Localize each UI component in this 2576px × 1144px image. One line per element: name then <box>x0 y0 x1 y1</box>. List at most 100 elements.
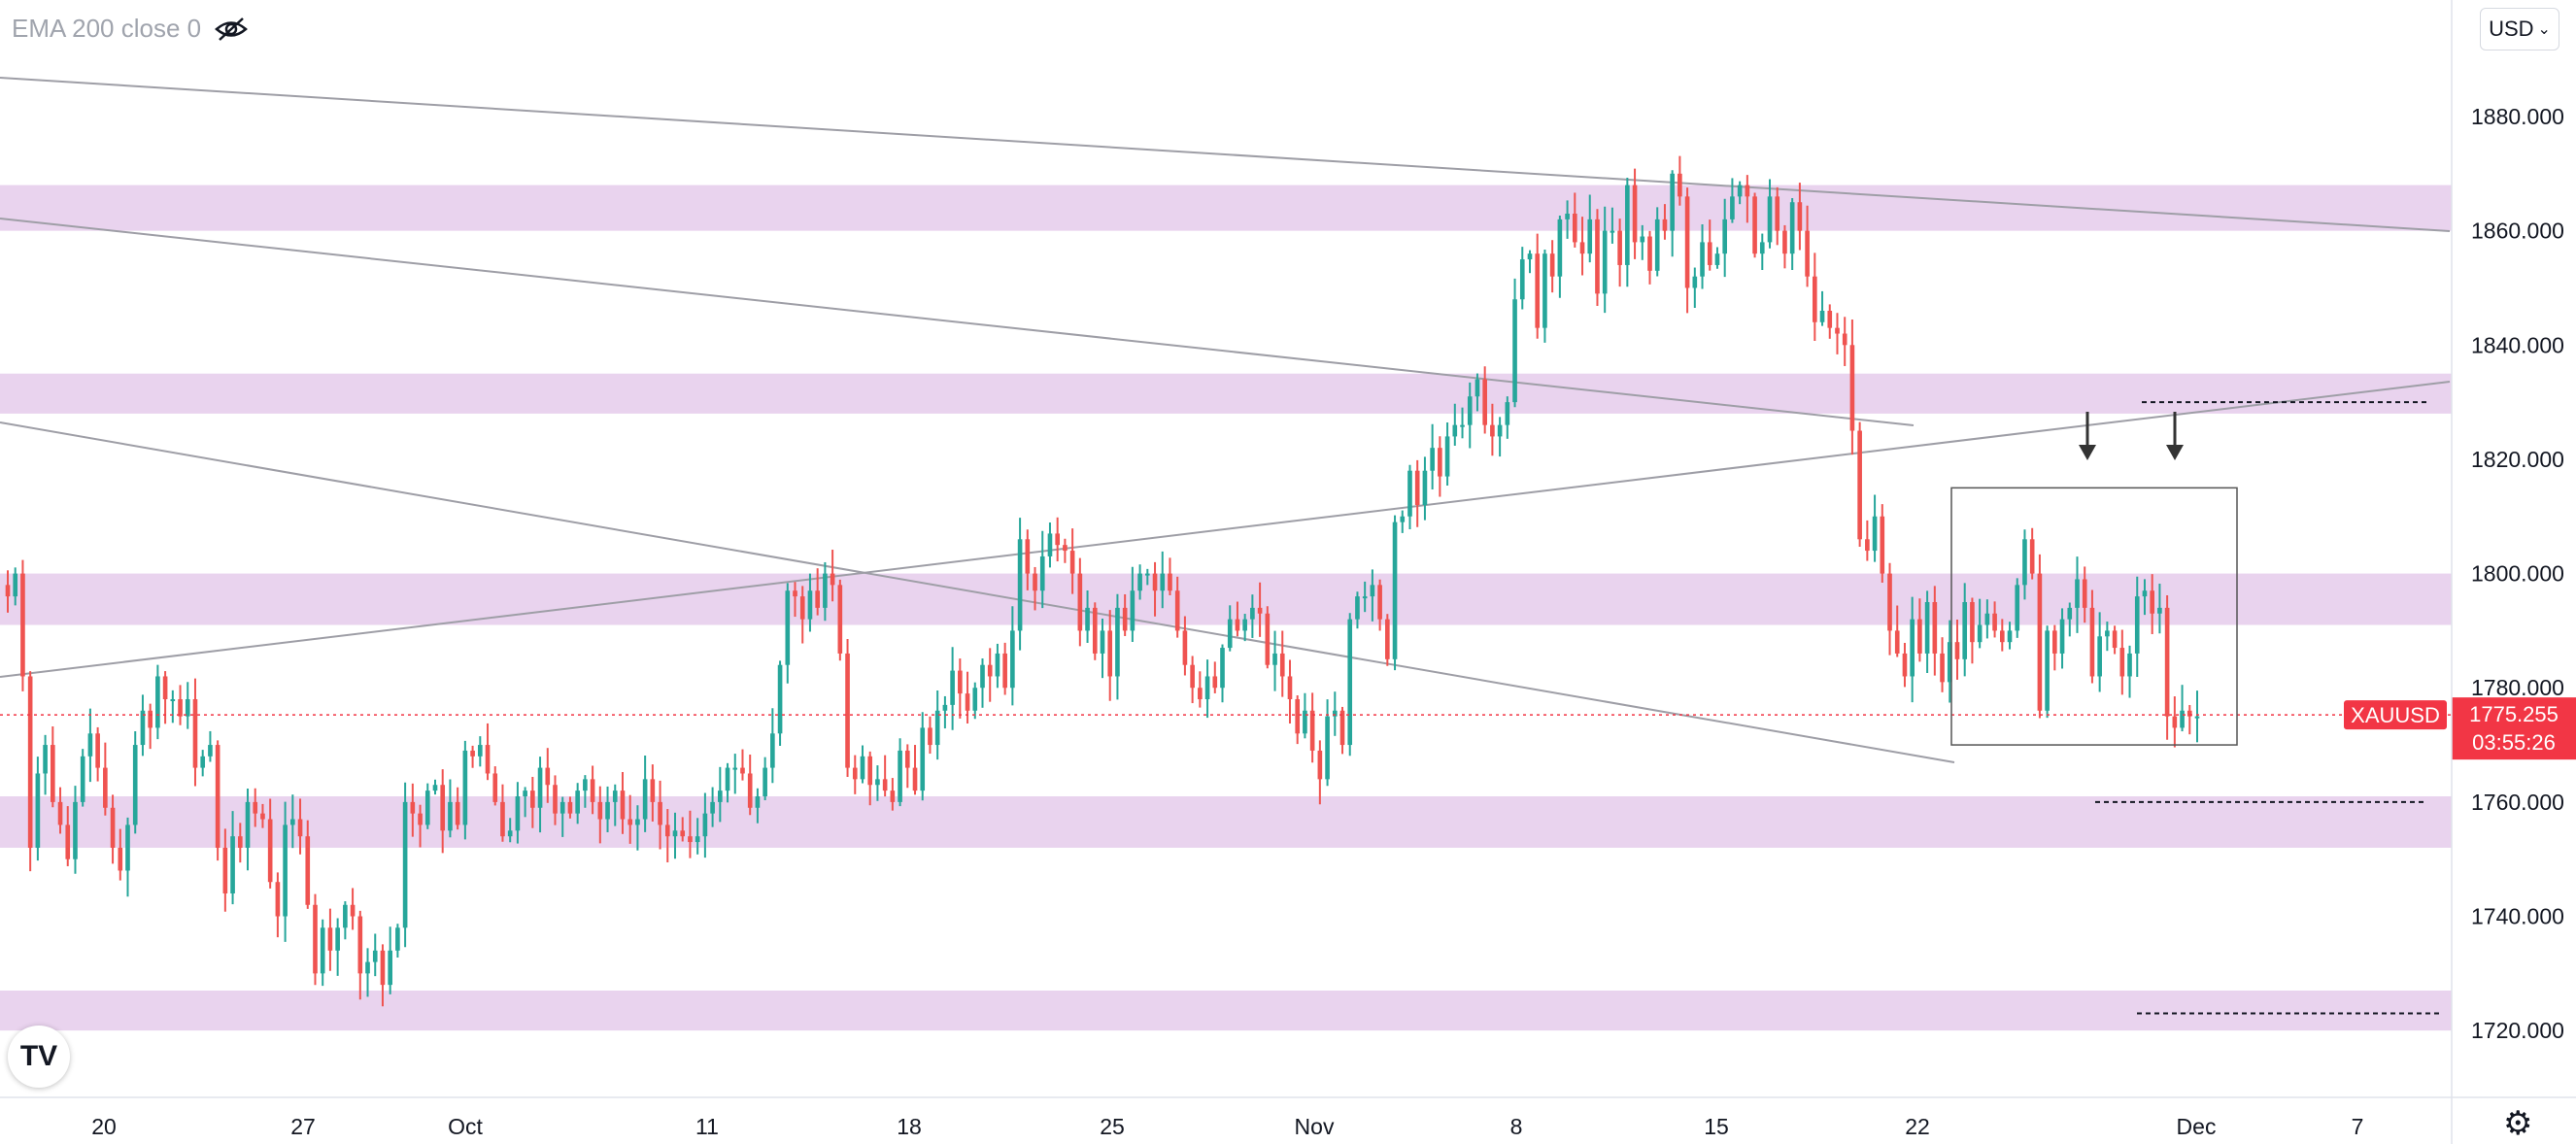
candle-body <box>664 824 670 837</box>
candle-body <box>987 664 993 677</box>
candle-body <box>823 573 828 608</box>
candle-body <box>980 664 985 689</box>
x-tick-label: 22 <box>1905 1114 1930 1139</box>
candle-body <box>740 767 745 774</box>
range-box <box>1950 487 2238 746</box>
candle-body <box>343 904 348 928</box>
candle-body <box>2105 630 2110 637</box>
candle-body <box>230 836 235 893</box>
chevron-down-icon: ⌄ <box>2537 21 2551 38</box>
candle-body <box>1385 619 1390 659</box>
y-tick-label: 1880.000 <box>2471 104 2564 129</box>
candle-body <box>1962 602 1968 659</box>
candle-body <box>125 824 130 871</box>
candle-body <box>148 710 153 728</box>
candle-body <box>57 801 63 825</box>
candle-body <box>1924 602 1930 654</box>
candle-body <box>2075 579 2080 608</box>
candle-body <box>1130 590 1135 631</box>
candle-body <box>283 824 288 917</box>
candle-body <box>972 688 978 711</box>
candle-body <box>1460 424 1465 427</box>
candle-body <box>1039 555 1045 591</box>
price-zone <box>0 573 2452 625</box>
candle-body <box>1303 710 1307 734</box>
candle-body <box>1287 676 1293 699</box>
candle-body <box>837 585 843 654</box>
candle-body <box>424 791 430 825</box>
candle-body <box>642 779 648 820</box>
annotations: XAUUSD 1775.255 03:55:26 <box>0 401 2576 1015</box>
candle-body <box>1535 253 1541 328</box>
x-tick-label: 7 <box>2352 1114 2364 1139</box>
candle-body <box>1572 214 1577 243</box>
candle-body <box>2097 636 2102 677</box>
candle-body <box>672 830 678 837</box>
candle-body <box>1414 470 1420 505</box>
arrow-down-icon <box>2079 445 2096 460</box>
candle-body <box>1168 573 1172 591</box>
candle-body <box>440 785 446 831</box>
candle-body <box>313 904 318 974</box>
candle-body <box>2029 539 2035 574</box>
candle-body <box>942 704 948 711</box>
candle-body <box>260 813 265 820</box>
candle-body <box>950 670 955 705</box>
candle-body <box>1894 630 1900 654</box>
candle-body <box>882 779 888 791</box>
candle-body <box>1295 699 1301 734</box>
candle-body <box>43 745 48 774</box>
candle-body <box>852 767 858 780</box>
candle-body <box>208 745 213 757</box>
candle-body <box>1977 624 1983 643</box>
candle-body <box>357 916 363 974</box>
candle-body <box>1902 653 1908 677</box>
candle-body <box>1819 311 1825 322</box>
candle-body <box>1242 619 1247 631</box>
candle-body <box>1347 619 1353 746</box>
candle-body <box>688 836 693 843</box>
candle-body <box>27 676 33 848</box>
candle-body <box>718 791 723 802</box>
candle-body <box>1730 196 1735 219</box>
candle-body <box>1002 653 1007 689</box>
y-tick-label: 1860.000 <box>2471 219 2564 244</box>
candle-body <box>559 801 565 814</box>
candle-body <box>1355 596 1360 620</box>
candle-body <box>1759 242 1765 254</box>
currency-select[interactable]: USD ⌄ <box>2480 8 2559 50</box>
candle-body <box>1144 573 1150 576</box>
candle-body <box>2164 607 2170 717</box>
price-zone <box>0 796 2452 848</box>
eye-crossed-icon[interactable] <box>215 17 249 42</box>
candle-body <box>1107 630 1113 677</box>
gear-icon[interactable]: ⚙ <box>2503 1105 2533 1142</box>
trendline <box>0 77 2451 232</box>
candle-body <box>680 830 686 837</box>
candle-body <box>523 791 527 796</box>
candle-body <box>725 767 730 791</box>
candle-body <box>658 801 662 825</box>
candle-body <box>507 830 513 837</box>
candle-body <box>1865 539 1870 552</box>
indicator-legend[interactable]: EMA 200 close 0 <box>12 14 249 44</box>
candle-body <box>110 807 116 848</box>
candle-body <box>1085 607 1090 631</box>
tradingview-logo[interactable]: TV <box>8 1026 70 1088</box>
candle-body <box>477 745 483 757</box>
candle-body <box>1617 230 1622 265</box>
candle-body <box>1377 585 1382 620</box>
candle-body <box>1519 259 1525 300</box>
candle-body <box>2052 630 2057 654</box>
price-zone <box>0 373 2452 414</box>
x-tick-label: 20 <box>91 1114 117 1139</box>
candle-body <box>1970 602 1975 643</box>
candle-body <box>395 927 400 951</box>
candle-body <box>132 745 138 825</box>
candle-body <box>2082 579 2087 608</box>
candle-body <box>1212 676 1218 689</box>
candle-body <box>1692 276 1698 288</box>
x-tick-label: 18 <box>897 1114 922 1139</box>
